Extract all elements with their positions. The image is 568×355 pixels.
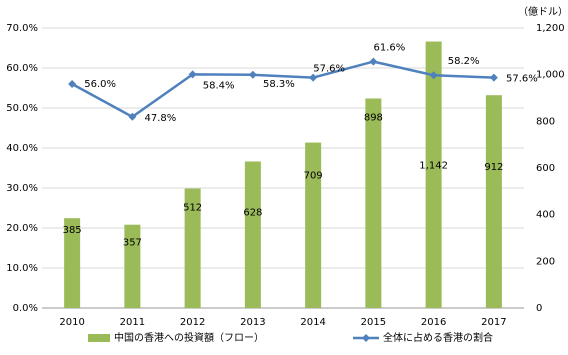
bar bbox=[425, 41, 442, 309]
y-tick-label: 70.0% bbox=[6, 23, 38, 34]
bar bbox=[305, 142, 322, 308]
x-tick-label: 2017 bbox=[481, 317, 506, 328]
y2-tick-label: 400 bbox=[536, 210, 555, 221]
line-marker bbox=[489, 73, 498, 82]
bar bbox=[485, 95, 502, 308]
bar bbox=[184, 188, 201, 308]
y-tick-label: 40.0% bbox=[6, 143, 38, 154]
bar-value-label: 628 bbox=[243, 207, 262, 218]
y-tick-label: 60.0% bbox=[6, 63, 38, 74]
y-tick-label: 20.0% bbox=[6, 223, 38, 234]
legend-label: 中国の香港への投資額（フロー） bbox=[114, 331, 264, 344]
legend-label: 全体に占める香港の割合 bbox=[383, 331, 493, 344]
bar-value-label: 709 bbox=[304, 171, 323, 182]
line-marker bbox=[248, 70, 257, 79]
line-value-label: 57.6% bbox=[506, 74, 538, 85]
x-tick-label: 2016 bbox=[421, 317, 446, 328]
x-tick-label: 2011 bbox=[120, 317, 145, 328]
y2-tick-label: 1,000 bbox=[536, 70, 565, 81]
y-tick-label: 0.0% bbox=[13, 303, 38, 314]
y-tick-label: 50.0% bbox=[6, 103, 38, 114]
line-value-label: 61.6% bbox=[373, 43, 405, 54]
y2-tick-label: 0 bbox=[536, 303, 542, 314]
bar bbox=[365, 98, 382, 308]
x-tick-label: 2012 bbox=[180, 317, 205, 328]
bar-value-label: 912 bbox=[484, 162, 503, 173]
y2-tick-label: 800 bbox=[536, 116, 555, 127]
bar-value-label: 898 bbox=[364, 112, 383, 123]
x-tick-label: 2013 bbox=[240, 317, 265, 328]
y-tick-label: 10.0% bbox=[6, 263, 38, 274]
line-marker bbox=[68, 80, 77, 88]
line-value-label: 57.6% bbox=[313, 64, 345, 75]
y2-tick-label: 1,200 bbox=[536, 23, 565, 34]
legend-marker bbox=[362, 334, 370, 342]
y-tick-label: 30.0% bbox=[6, 183, 38, 194]
x-tick-label: 2010 bbox=[59, 317, 84, 328]
line-value-label: 47.8% bbox=[144, 113, 176, 124]
line-marker bbox=[429, 71, 438, 80]
bar bbox=[64, 218, 81, 308]
bar bbox=[124, 224, 141, 308]
bar-value-label: 512 bbox=[183, 203, 202, 214]
line-marker bbox=[128, 112, 137, 121]
y2-tick-label: 600 bbox=[536, 163, 555, 174]
bar-value-label: 1,142 bbox=[419, 161, 448, 172]
line-marker bbox=[369, 57, 378, 66]
line-marker bbox=[309, 73, 318, 82]
x-tick-label: 2014 bbox=[300, 317, 325, 328]
line-value-label: 58.4% bbox=[203, 80, 235, 91]
line-value-label: 58.3% bbox=[263, 79, 295, 90]
line-value-label: 56.0% bbox=[84, 79, 116, 90]
line-value-label: 58.2% bbox=[448, 56, 480, 67]
bar-value-label: 357 bbox=[123, 238, 142, 249]
line bbox=[71, 60, 494, 119]
line-marker bbox=[188, 70, 197, 79]
x-tick-label: 2015 bbox=[361, 317, 386, 328]
y2-tick-label: 200 bbox=[536, 256, 555, 267]
unit-label: （億ドル） bbox=[518, 5, 568, 18]
bar-value-label: 385 bbox=[63, 225, 82, 236]
legend-swatch bbox=[88, 334, 110, 342]
bar bbox=[244, 161, 261, 308]
